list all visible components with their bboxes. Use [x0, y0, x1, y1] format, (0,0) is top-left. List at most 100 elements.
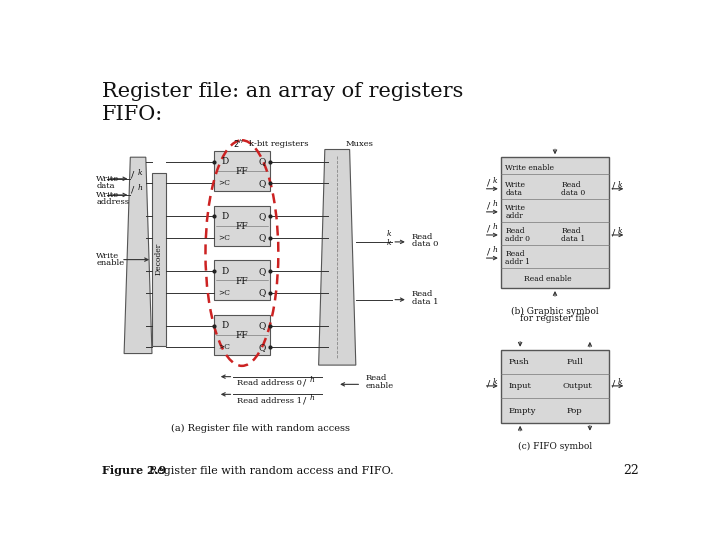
- Text: Read: Read: [561, 181, 581, 189]
- Text: Write: Write: [96, 252, 120, 260]
- Text: Full: Full: [567, 358, 583, 366]
- Text: enable: enable: [96, 259, 125, 267]
- Text: /: /: [487, 379, 490, 388]
- Text: Register file with random access and FIFO.: Register file with random access and FIF…: [142, 465, 394, 476]
- Text: h: h: [138, 184, 143, 192]
- Text: >C: >C: [219, 234, 230, 242]
- Text: k: k: [138, 170, 143, 177]
- Bar: [214, 260, 270, 300]
- Text: data 0: data 0: [412, 240, 438, 248]
- Text: Q: Q: [258, 288, 266, 297]
- Text: $2^h$: $2^h$: [233, 138, 244, 150]
- Text: >C: >C: [219, 289, 230, 296]
- Text: Read: Read: [412, 233, 433, 240]
- Text: Read: Read: [561, 227, 581, 235]
- Text: (c) FIFO symbol: (c) FIFO symbol: [518, 441, 592, 450]
- Bar: [500, 350, 609, 423]
- Text: Q: Q: [258, 179, 266, 188]
- Text: /: /: [487, 247, 490, 256]
- Text: D: D: [222, 267, 229, 275]
- Text: Read address 1: Read address 1: [238, 396, 302, 404]
- Text: k: k: [618, 378, 622, 386]
- Bar: [214, 315, 270, 355]
- Text: addr 0: addr 0: [505, 235, 531, 243]
- Text: k: k: [493, 378, 498, 386]
- Text: k: k: [618, 181, 622, 189]
- Text: h: h: [493, 223, 498, 231]
- Text: FF: FF: [235, 332, 248, 340]
- Text: data: data: [96, 181, 114, 190]
- Text: FF: FF: [235, 276, 248, 286]
- Text: D: D: [222, 157, 229, 166]
- Text: /: /: [131, 185, 135, 194]
- Text: h: h: [493, 200, 498, 208]
- Text: Push: Push: [508, 358, 529, 366]
- Text: (b) Graphic symbol: (b) Graphic symbol: [511, 307, 599, 316]
- Text: Pop: Pop: [567, 407, 582, 415]
- Text: Read address 0: Read address 0: [238, 379, 302, 387]
- Text: h: h: [310, 394, 315, 402]
- Text: /: /: [131, 171, 135, 179]
- Text: Write: Write: [505, 204, 526, 212]
- Text: D: D: [222, 212, 229, 221]
- Polygon shape: [124, 157, 152, 354]
- Text: /: /: [487, 178, 490, 187]
- Text: /: /: [487, 201, 490, 210]
- Bar: [214, 151, 270, 191]
- Text: data 0: data 0: [561, 188, 585, 197]
- Text: Output: Output: [563, 382, 593, 390]
- Text: /: /: [611, 182, 615, 191]
- Text: /: /: [303, 396, 307, 405]
- Text: h: h: [310, 376, 315, 384]
- Text: data 1: data 1: [561, 235, 585, 243]
- Text: Write: Write: [96, 191, 120, 199]
- Text: Write: Write: [505, 181, 526, 189]
- Text: /: /: [611, 379, 615, 388]
- Text: FF: FF: [235, 222, 248, 231]
- Text: Q: Q: [258, 233, 266, 242]
- Text: FF: FF: [235, 167, 248, 177]
- Text: addr: addr: [505, 212, 523, 220]
- Text: Empty: Empty: [508, 407, 536, 415]
- Polygon shape: [319, 150, 356, 365]
- Text: FIFO:: FIFO:: [102, 105, 163, 124]
- Text: h: h: [493, 246, 498, 254]
- Text: for register file: for register file: [520, 314, 590, 323]
- Text: Q: Q: [258, 212, 266, 221]
- Text: Muxes: Muxes: [346, 140, 374, 148]
- Text: Input: Input: [508, 382, 531, 390]
- Text: Q: Q: [258, 343, 266, 352]
- Text: Write: Write: [96, 175, 120, 183]
- Text: Read: Read: [505, 250, 525, 258]
- Text: 22: 22: [623, 464, 639, 477]
- Text: Figure 2.9: Figure 2.9: [102, 465, 166, 476]
- Text: /: /: [303, 379, 307, 387]
- Text: k: k: [387, 239, 392, 247]
- Text: k: k: [618, 227, 622, 235]
- Text: Q: Q: [258, 321, 266, 330]
- Text: Register file: an array of registers: Register file: an array of registers: [102, 82, 463, 101]
- Text: Read: Read: [412, 291, 433, 298]
- Text: k-bit registers: k-bit registers: [249, 140, 308, 148]
- Text: Read: Read: [505, 227, 525, 235]
- Text: /: /: [487, 224, 490, 233]
- Text: D: D: [222, 321, 229, 330]
- Text: Write enable: Write enable: [505, 164, 554, 172]
- Text: Read enable: Read enable: [524, 275, 572, 283]
- Bar: [500, 157, 609, 288]
- Text: k: k: [493, 177, 498, 185]
- Text: Q: Q: [258, 267, 266, 275]
- Text: >C: >C: [219, 179, 230, 187]
- Bar: [214, 206, 270, 246]
- Bar: [152, 173, 166, 346]
- Text: data 1: data 1: [412, 298, 438, 306]
- Text: addr 1: addr 1: [505, 258, 531, 266]
- Text: /: /: [611, 228, 615, 237]
- Text: >C: >C: [219, 343, 230, 352]
- Text: address: address: [96, 198, 129, 206]
- Text: Decoder: Decoder: [155, 243, 163, 275]
- Text: (a) Register file with random access: (a) Register file with random access: [171, 424, 350, 433]
- Text: Read: Read: [365, 374, 387, 382]
- Text: data: data: [505, 188, 523, 197]
- Text: Q: Q: [258, 157, 266, 166]
